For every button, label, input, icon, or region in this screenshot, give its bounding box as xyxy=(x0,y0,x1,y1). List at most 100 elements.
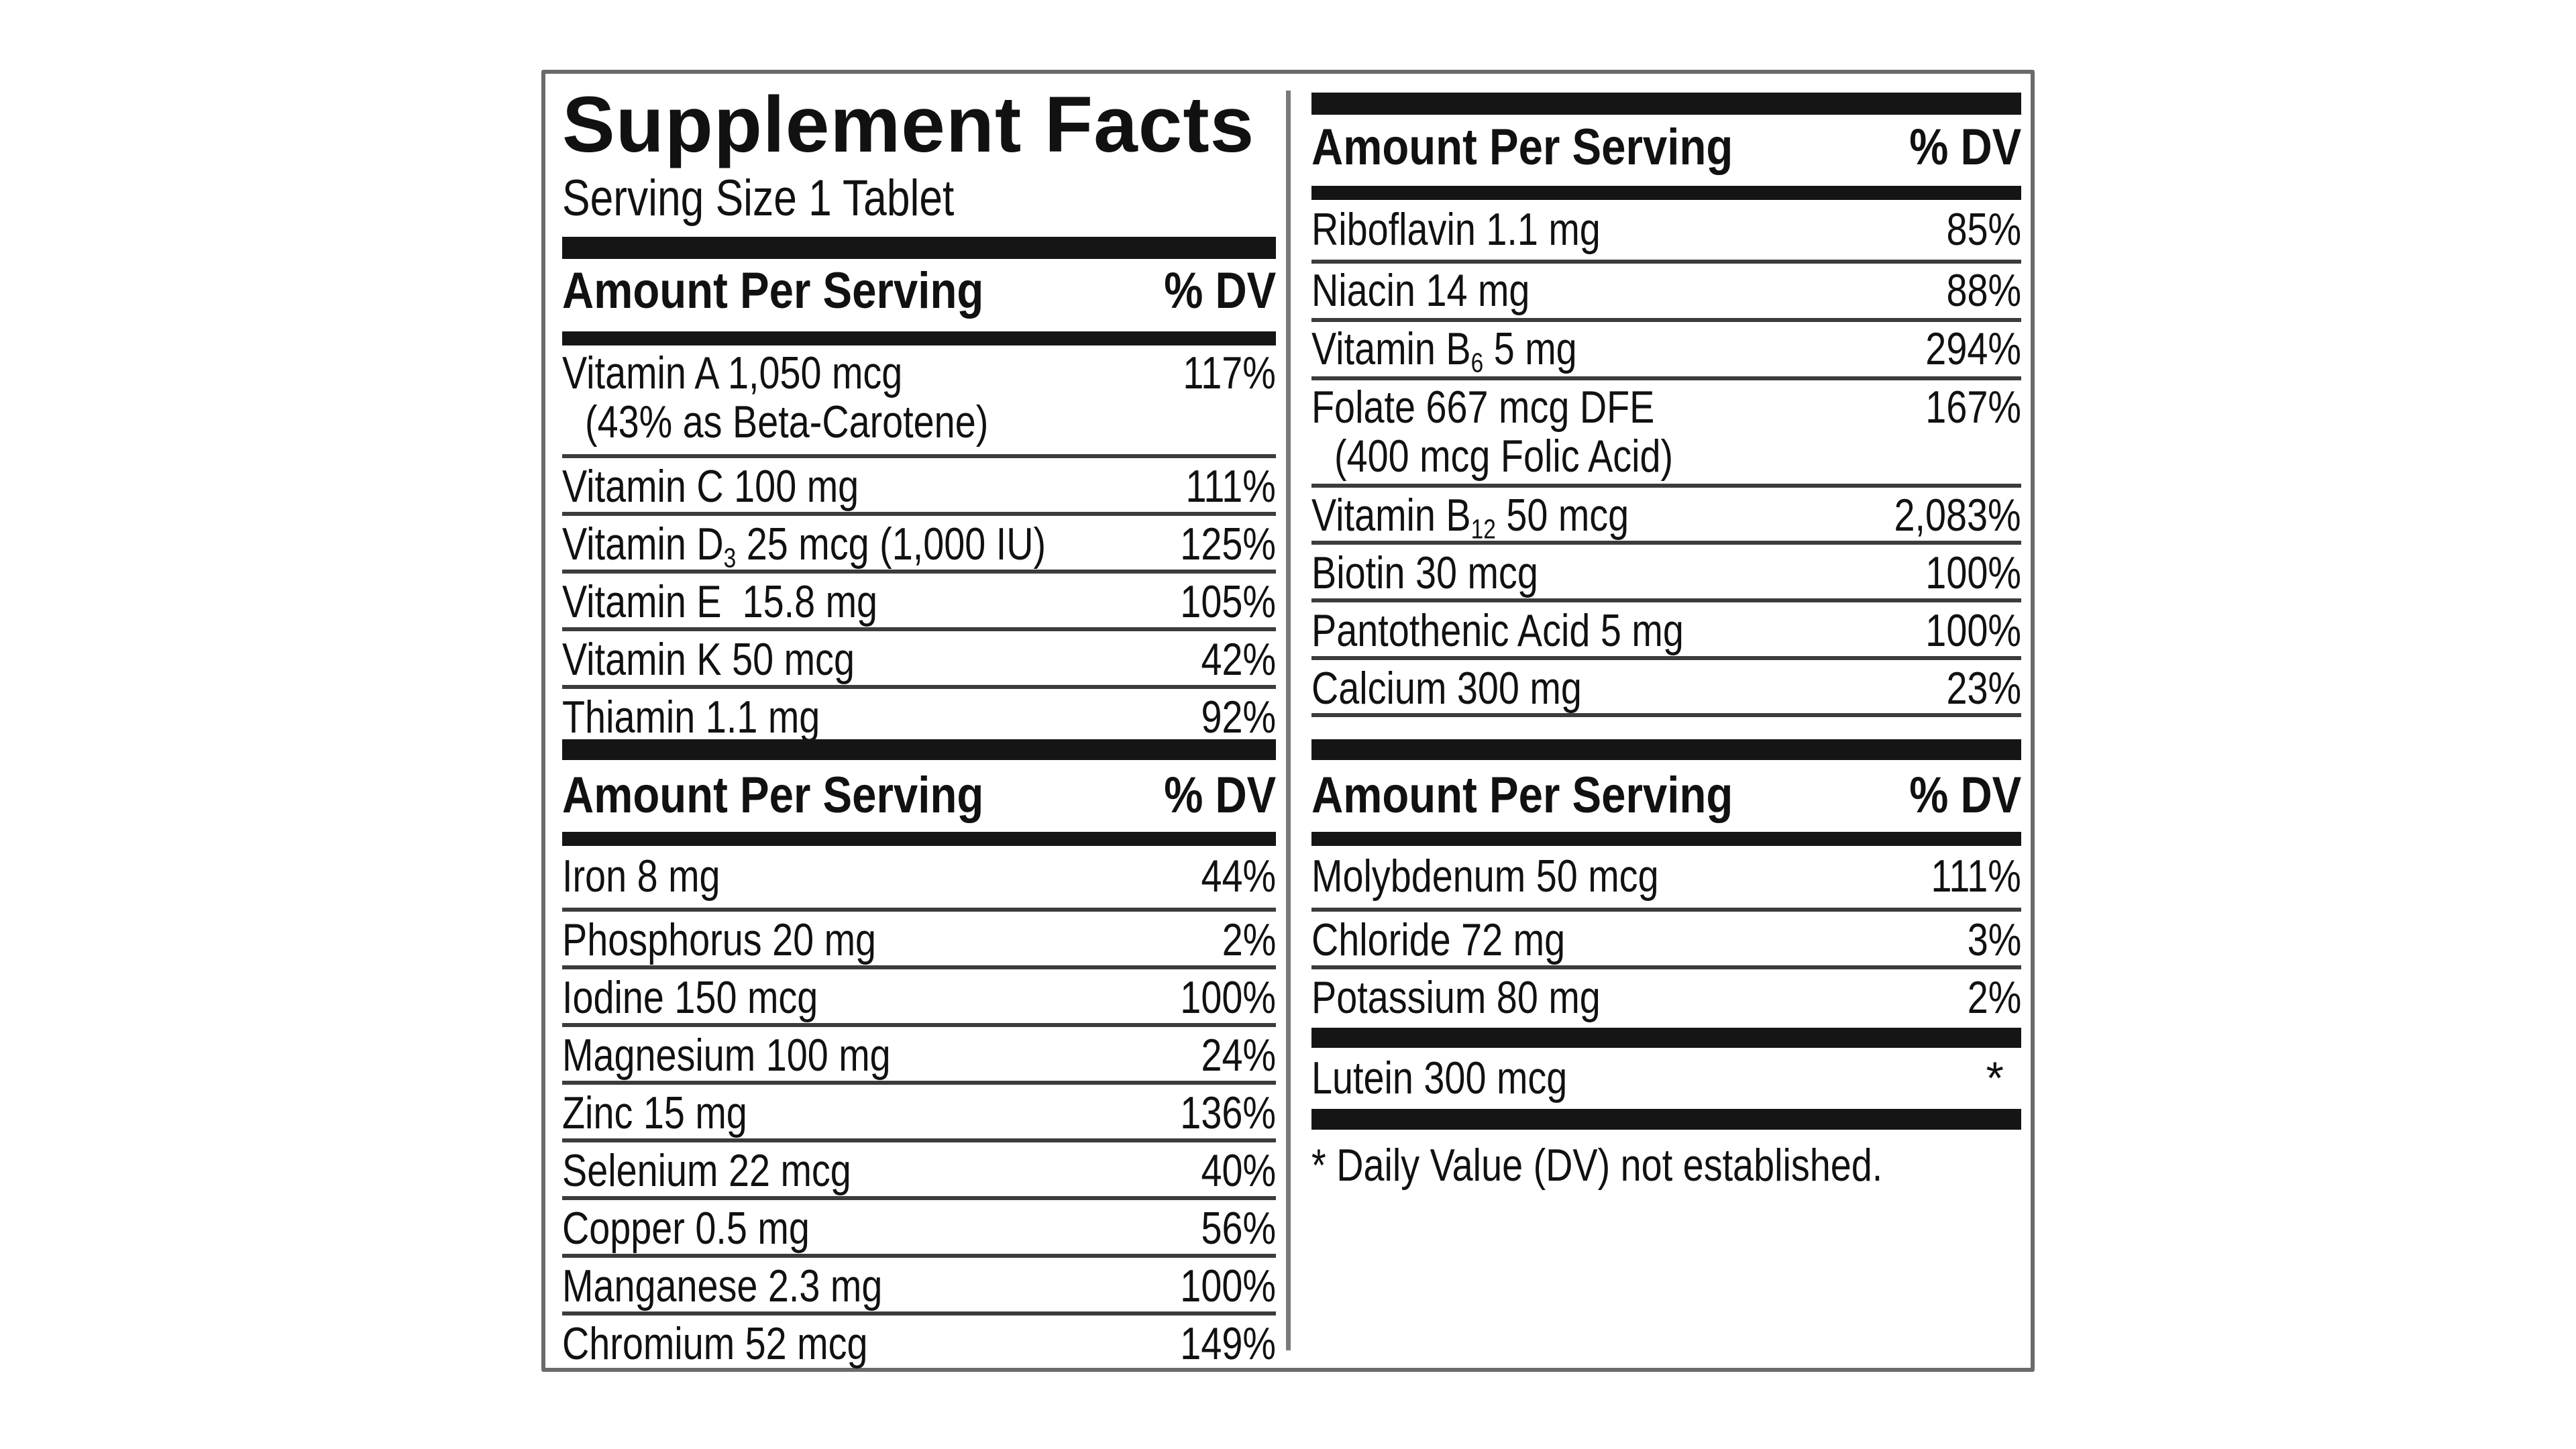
nutrient-name: Vitamin K 50 mcg xyxy=(562,634,855,685)
serving-size: Serving Size 1 Tablet xyxy=(562,170,955,227)
row-rule xyxy=(562,965,1276,969)
row-rule xyxy=(562,1311,1276,1316)
nutrient-dv: 294% xyxy=(1925,323,2021,374)
row-rule xyxy=(562,1081,1276,1085)
amount-per-serving-label: Amount Per Serving xyxy=(1311,767,1733,824)
row-rule xyxy=(1311,376,2021,380)
nutrient-dv: 2% xyxy=(1967,972,2021,1023)
nutrient-name: Lutein 300 mcg xyxy=(1311,1053,1568,1104)
nutrient-name: Vitamin D3 25 mcg (1,000 IU) xyxy=(562,519,1046,574)
nutrient-dv: 56% xyxy=(1201,1203,1276,1254)
nutrient-dv: 100% xyxy=(1180,972,1276,1023)
row-rule xyxy=(1311,318,2021,322)
row-rule xyxy=(1311,598,2021,602)
thin-bar xyxy=(562,331,1276,345)
thick-bar xyxy=(562,739,1276,760)
nutrient-dv: 111% xyxy=(1185,461,1276,512)
nutrient-name: Selenium 22 mcg xyxy=(562,1145,851,1196)
nutrient-dv: 111% xyxy=(1931,851,2021,902)
nutrient-name: Pantothenic Acid 5 mg xyxy=(1311,605,1684,656)
nutrient-name: Calcium 300 mg xyxy=(1311,663,1582,714)
nutrient-name: Riboflavin 1.1 mg xyxy=(1311,204,1601,255)
thick-bar xyxy=(562,237,1276,259)
nutrient-dv: 105% xyxy=(1180,576,1276,627)
thin-bar xyxy=(1311,186,2021,200)
nutrient-name: Vitamin B12 50 mcg xyxy=(1311,490,1629,545)
nutrient-dv: 136% xyxy=(1180,1087,1276,1138)
amount-per-serving-label: Amount Per Serving xyxy=(562,767,984,824)
row-rule xyxy=(1311,908,2021,912)
dv-header-label: % DV xyxy=(1909,119,2021,176)
thick-bar xyxy=(1311,93,2021,115)
row-rule xyxy=(562,1138,1276,1142)
row-rule xyxy=(1311,484,2021,488)
nutrient-dv: 149% xyxy=(1180,1318,1276,1369)
row-rule xyxy=(562,627,1276,631)
thin-bar xyxy=(562,832,1276,846)
nutrient-dv: 125% xyxy=(1180,519,1276,570)
row-rule xyxy=(562,570,1276,574)
panel-title: Supplement Facts xyxy=(562,80,1255,169)
nutrient-subline: (43% as Beta-Carotene) xyxy=(585,396,989,447)
row-rule xyxy=(562,1196,1276,1200)
column-divider xyxy=(1286,91,1291,1350)
dv-header-label: % DV xyxy=(1163,262,1276,319)
nutrient-dv: 85% xyxy=(1946,204,2021,255)
no-dv-asterisk: * xyxy=(1986,1053,2004,1104)
nutrient-dv: 40% xyxy=(1201,1145,1276,1196)
nutrient-dv: 88% xyxy=(1946,265,2021,316)
nutrient-dv: 117% xyxy=(1183,347,1276,398)
row-rule xyxy=(562,1023,1276,1027)
nutrient-name: Vitamin A 1,050 mcg xyxy=(562,347,903,398)
nutrient-name: Vitamin E 15.8 mg xyxy=(562,576,878,627)
row-rule xyxy=(562,512,1276,516)
row-rule xyxy=(562,1254,1276,1258)
amount-per-serving-label: Amount Per Serving xyxy=(1311,119,1733,176)
dv-header-label: % DV xyxy=(1909,767,2021,824)
nutrient-name: Manganese 2.3 mg xyxy=(562,1260,883,1311)
nutrient-name: Phosphorus 20 mg xyxy=(562,914,877,965)
nutrient-name: Thiamin 1.1 mg xyxy=(562,692,820,743)
row-rule xyxy=(1311,260,2021,264)
nutrient-name: Zinc 15 mg xyxy=(562,1087,747,1138)
nutrient-name: Chloride 72 mg xyxy=(1311,914,1566,965)
nutrient-dv: 167% xyxy=(1925,382,2021,433)
nutrient-name: Magnesium 100 mg xyxy=(562,1030,891,1081)
nutrient-name: Copper 0.5 mg xyxy=(562,1203,810,1254)
row-rule xyxy=(1311,541,2021,545)
nutrient-name: Vitamin C 100 mg xyxy=(562,461,859,512)
nutrient-dv: 24% xyxy=(1201,1030,1276,1081)
nutrient-dv: 92% xyxy=(1201,692,1276,743)
nutrient-name: Potassium 80 mg xyxy=(1311,972,1601,1023)
nutrient-subline: (400 mcg Folic Acid) xyxy=(1334,431,1674,482)
nutrient-dv: 100% xyxy=(1925,547,2021,598)
nutrient-name: Folate 667 mcg DFE xyxy=(1311,382,1655,433)
thick-bar xyxy=(1311,739,2021,760)
nutrient-name: Iodine 150 mcg xyxy=(562,972,818,1023)
thick-bar xyxy=(1311,1028,2021,1048)
nutrient-dv: 44% xyxy=(1201,851,1276,902)
nutrient-dv: 23% xyxy=(1946,663,2021,714)
nutrient-dv: 42% xyxy=(1201,634,1276,685)
thick-bar xyxy=(1311,1109,2021,1130)
row-rule xyxy=(1311,965,2021,969)
nutrient-dv: 2% xyxy=(1222,914,1276,965)
dv-header-label: % DV xyxy=(1163,767,1276,824)
nutrient-name: Biotin 30 mcg xyxy=(1311,547,1538,598)
nutrient-name: Chromium 52 mcg xyxy=(562,1318,868,1369)
amount-per-serving-label: Amount Per Serving xyxy=(562,262,984,319)
nutrient-dv: 100% xyxy=(1180,1260,1276,1311)
daily-value-footnote: * Daily Value (DV) not established. xyxy=(1311,1140,1883,1191)
nutrient-name: Molybdenum 50 mcg xyxy=(1311,851,1659,902)
nutrient-name: Vitamin B6 5 mg xyxy=(1311,323,1577,378)
nutrient-dv: 100% xyxy=(1925,605,2021,656)
row-rule xyxy=(562,685,1276,689)
thin-bar xyxy=(1311,832,2021,846)
row-rule xyxy=(1311,713,2021,717)
nutrient-dv: 3% xyxy=(1967,914,2021,965)
row-rule xyxy=(1311,656,2021,660)
nutrient-name: Niacin 14 mg xyxy=(1311,265,1530,316)
nutrient-name: Iron 8 mg xyxy=(562,851,720,902)
nutrient-dv: 2,083% xyxy=(1894,490,2021,541)
row-rule xyxy=(562,454,1276,458)
